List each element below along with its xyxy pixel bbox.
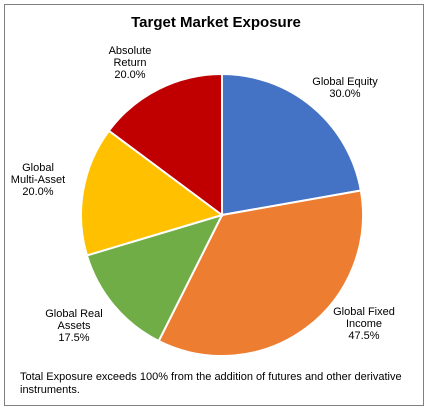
pie-slice xyxy=(157,189,364,357)
category-label: Global Fixed Income xyxy=(333,306,395,330)
pie-slice xyxy=(80,129,225,257)
chart-frame xyxy=(4,4,424,406)
value-label: 47.5% xyxy=(348,330,380,342)
value-label: 30.0% xyxy=(329,88,361,100)
pie-slice xyxy=(107,72,223,217)
category-label: Global Equity xyxy=(312,76,378,88)
slice-label: Global Fixed Income 47.5% xyxy=(329,306,399,342)
category-label: Absolute Return xyxy=(108,45,152,69)
footnote: Total Exposure exceeds 100% from the add… xyxy=(20,371,402,396)
category-label: Global Real Assets xyxy=(45,308,103,332)
slice-label: Global Real Assets 17.5% xyxy=(39,308,109,344)
chart-title: Target Market Exposure xyxy=(131,14,301,31)
pie-slice xyxy=(85,213,224,343)
value-label: 20.0% xyxy=(22,186,54,198)
category-label: Global Multi-Asset xyxy=(10,162,66,186)
slice-label: Global Multi-Asset 20.0% xyxy=(8,162,68,198)
pie-slice xyxy=(221,72,363,217)
value-label: 20.0% xyxy=(114,69,146,81)
slice-label: Absolute Return 20.0% xyxy=(95,45,165,81)
value-label: 17.5% xyxy=(58,332,90,344)
slice-label: Global Equity 30.0% xyxy=(305,76,385,100)
